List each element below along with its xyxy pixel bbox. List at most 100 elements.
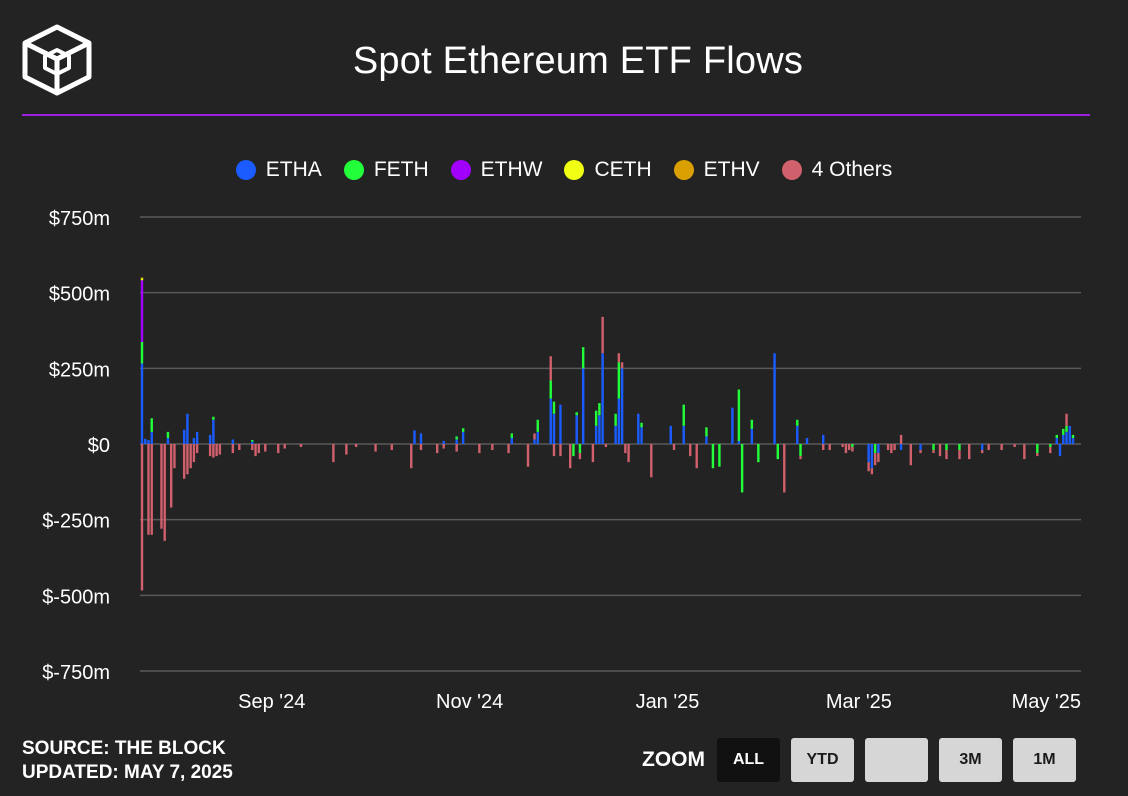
bar-4-others	[526, 444, 530, 467]
bar-4-others	[442, 444, 445, 449]
bar-etha	[796, 425, 799, 444]
bar-4-others	[1036, 453, 1039, 457]
bar-etha	[750, 428, 754, 444]
bar-etha	[682, 425, 685, 444]
bar-4-others	[173, 444, 176, 469]
legend-item[interactable]: ETHV	[673, 158, 760, 182]
bar-4-others	[559, 444, 562, 457]
bar-feth	[1071, 434, 1075, 438]
bar-4-others	[552, 444, 556, 457]
x-tick-label: May '25	[1012, 691, 1081, 713]
bar-etha	[617, 398, 621, 444]
bar-4-others	[192, 444, 196, 463]
x-tick-label: Nov '24	[436, 691, 503, 713]
bar-feth	[251, 440, 254, 442]
bar-4-others	[841, 444, 844, 448]
bar-4-others	[435, 444, 439, 454]
y-tick-label: $0	[88, 435, 110, 457]
bar-4-others	[455, 444, 458, 452]
bar-4-others	[410, 444, 413, 469]
bar-4-others	[893, 444, 896, 451]
bar-4-others	[374, 444, 377, 452]
bar-feth	[799, 444, 802, 457]
bar-4-others	[877, 453, 880, 463]
zoom-button-ytd[interactable]: YTD	[791, 738, 854, 782]
bar-feth	[1065, 425, 1068, 432]
bar-4-others	[822, 444, 825, 451]
bar-4-others	[163, 444, 166, 541]
bar-4-others	[478, 444, 481, 454]
bar-4-others	[215, 444, 218, 457]
legend-dot-icon	[564, 160, 585, 180]
legend-label: ETHW	[480, 158, 543, 181]
bar-4-others	[390, 444, 393, 451]
bar-4-others	[689, 444, 692, 457]
bar-etha	[212, 419, 215, 444]
bar-4-others	[945, 450, 948, 460]
bar-etha	[147, 440, 150, 444]
bar-4-others	[1013, 444, 1016, 448]
legend-item[interactable]: FETH	[343, 158, 429, 182]
bar-feth	[682, 404, 685, 426]
bar-feth	[578, 444, 582, 454]
bar-4-others	[264, 444, 267, 452]
bar-feth	[212, 416, 215, 420]
legend-item[interactable]: CETH	[564, 158, 652, 182]
bar-4-others	[980, 450, 984, 454]
source-label: SOURCE: THE BLOCK	[22, 738, 226, 759]
bar-ceth	[140, 278, 144, 281]
bar-etha	[637, 413, 640, 444]
y-tick-label: $-250m	[42, 511, 110, 533]
bar-etha	[1068, 425, 1071, 444]
zoom-button-3m[interactable]: 3M	[939, 738, 1002, 782]
bar-4-others	[238, 444, 241, 451]
bar-feth	[575, 412, 578, 416]
legend-label: 4 Others	[811, 158, 893, 181]
bar-4-others	[919, 450, 922, 454]
x-tick-label: Jan '25	[636, 691, 700, 713]
bar-4-others	[873, 453, 877, 466]
bar-feth	[617, 362, 621, 399]
legend-label: FETH	[373, 158, 429, 181]
bar-etha	[614, 425, 617, 444]
bar-4-others	[851, 447, 854, 452]
bar-4-others	[958, 450, 961, 460]
bar-feth	[510, 433, 514, 438]
legend-item[interactable]: 4 Others	[781, 158, 893, 182]
bar-etha	[594, 425, 598, 444]
bar-4-others	[987, 444, 990, 451]
y-tick-label: $500m	[49, 284, 110, 306]
bar-4-others	[1065, 413, 1068, 426]
bar-4-others	[695, 444, 698, 469]
bar-etha	[870, 444, 874, 469]
zoom-button-1m[interactable]: 1M	[1013, 738, 1076, 782]
legend-item[interactable]: ETHA	[235, 158, 322, 182]
bar-feth	[737, 389, 741, 441]
bar-4-others	[147, 444, 150, 535]
bar-etha	[455, 439, 458, 444]
bar-feth	[166, 431, 170, 438]
bar-feth	[1036, 444, 1039, 454]
bar-feth	[796, 419, 799, 426]
bar-etha	[640, 427, 643, 444]
legend-item[interactable]: ETHW	[450, 158, 543, 182]
bar-4-others	[870, 468, 874, 475]
bar-4-others	[886, 444, 890, 451]
zoom-button-blank[interactable]	[865, 738, 928, 782]
bar-ethw	[140, 280, 144, 343]
bar-4-others	[549, 356, 552, 381]
y-tick-label: $-500m	[42, 586, 110, 608]
bar-etha	[899, 444, 903, 451]
zoom-button-all[interactable]: ALL	[717, 738, 780, 782]
bar-feth	[1049, 444, 1052, 448]
bar-etha	[1062, 434, 1065, 444]
bar-etha	[231, 439, 235, 444]
bar-etha	[1058, 444, 1062, 457]
bar-feth	[705, 427, 708, 437]
bar-etha	[536, 431, 539, 444]
legend-dot-icon	[343, 160, 364, 180]
bar-feth	[711, 444, 715, 469]
bar-etha	[867, 444, 870, 463]
bar-feth	[750, 419, 754, 429]
bar-4-others	[189, 444, 192, 469]
